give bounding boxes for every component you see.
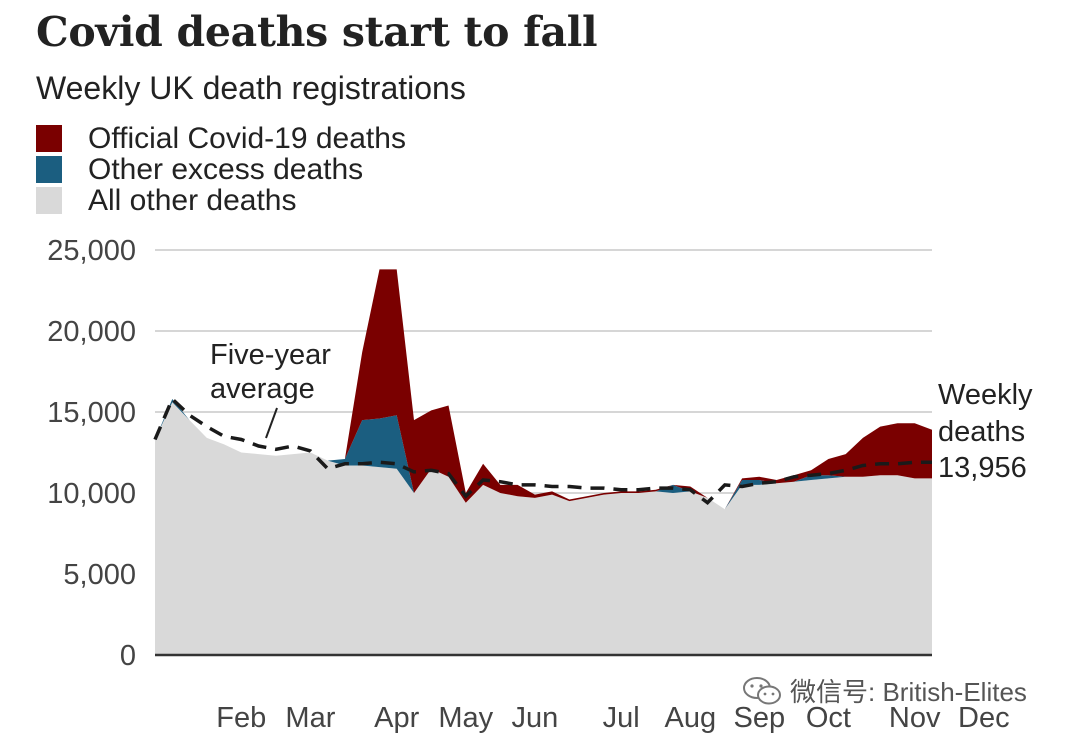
five-year-pointer xyxy=(265,407,278,439)
five-year-average-line xyxy=(153,396,932,506)
legend-label-excess: Other excess deaths xyxy=(88,152,364,186)
legend-swatch-other xyxy=(36,187,62,214)
y-tick-label: 10,000 xyxy=(47,478,136,510)
x-tick-label: Apr xyxy=(374,702,419,734)
area-series-0 xyxy=(155,402,932,655)
weekly-label-line1: Weekly xyxy=(938,379,1033,411)
watermark: 微信号: British-Elites xyxy=(742,672,1027,709)
x-tick-label: May xyxy=(438,702,493,734)
legend: Official Covid-19 deaths Other excess de… xyxy=(36,121,406,217)
x-tick-label: Nov xyxy=(889,702,941,734)
y-axis-ticks: 0 5,000 10,000 15,000 20,000 25,000 xyxy=(47,235,136,672)
weekly-label-line2: deaths xyxy=(938,416,1025,448)
y-tick-label: 20,000 xyxy=(47,316,136,348)
x-tick-label: Aug xyxy=(664,702,716,734)
x-axis-ticks: Feb Mar Apr May Jun Jul Aug Sep Oct Nov Dec xyxy=(216,702,1009,734)
wechat-icon xyxy=(743,676,781,704)
legend-label-other: All other deaths xyxy=(88,183,297,217)
five-year-label-line2: average xyxy=(210,373,315,405)
legend-item-other: All other deaths xyxy=(36,183,406,217)
x-tick-label: Oct xyxy=(806,702,851,734)
legend-item-excess: Other excess deaths xyxy=(36,152,406,186)
x-tick-label: Jul xyxy=(603,702,640,734)
stacked-areas xyxy=(155,269,932,657)
legend-item-covid: Official Covid-19 deaths xyxy=(36,121,406,155)
legend-label-covid: Official Covid-19 deaths xyxy=(88,121,406,155)
watermark-text: 微信号: British-Elites xyxy=(790,677,1027,707)
x-tick-label: Feb xyxy=(216,702,266,734)
annotations: Five-year average Weekly deaths 13,956 xyxy=(210,339,1033,484)
chart-title: Covid deaths start to fall xyxy=(36,8,598,56)
y-tick-label: 25,000 xyxy=(47,235,136,267)
x-tick-label: Dec xyxy=(958,702,1010,734)
five-year-average-layer xyxy=(153,396,932,506)
y-tick-label: 5,000 xyxy=(63,559,136,591)
y-tick-label: 15,000 xyxy=(47,397,136,429)
five-year-label-line1: Five-year xyxy=(210,339,331,371)
x-tick-label: Sep xyxy=(733,702,785,734)
weekly-value-label: 13,956 xyxy=(938,452,1027,484)
chart-subtitle: Weekly UK death registrations xyxy=(36,70,466,106)
x-tick-label: Jun xyxy=(512,702,559,734)
y-tick-label: 0 xyxy=(120,640,136,672)
x-tick-label: Mar xyxy=(285,702,335,734)
legend-swatch-covid xyxy=(36,125,62,152)
legend-swatch-excess xyxy=(36,156,62,183)
